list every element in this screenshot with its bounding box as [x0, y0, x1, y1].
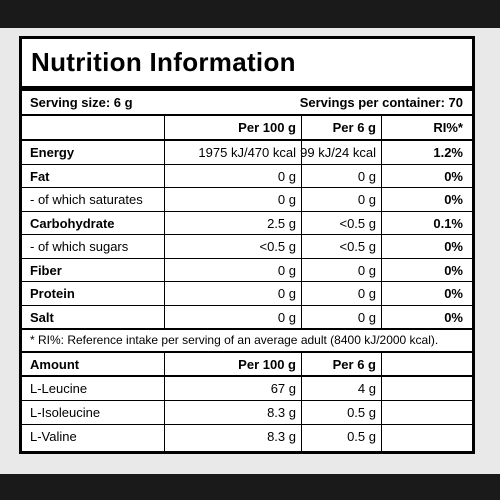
nutrient-per100: 2.5 g: [267, 216, 296, 231]
nutrient-name: Energy: [30, 145, 75, 160]
nutrient-rule: [22, 164, 472, 165]
column-header-row: Per 100 g Per 6 g RI%*: [22, 116, 472, 139]
nutrient-name: Fat: [30, 169, 50, 184]
amino-per6: 0.5 g: [347, 405, 376, 420]
nutrient-name: Fiber: [30, 263, 62, 278]
footnote-rule: [22, 351, 472, 353]
nutrient-ri: 0%: [444, 169, 463, 184]
nutrient-row-fat: Fat 0 g 0 g 0%: [22, 165, 472, 188]
amino-name: L-Leucine: [30, 381, 88, 396]
nutrient-rule: [22, 258, 472, 259]
nutrient-name: Carbohydrate: [30, 216, 115, 231]
nutrient-name: Protein: [30, 286, 75, 301]
nutrient-name: - of which saturates: [30, 192, 143, 207]
nutrient-ri: 0%: [444, 239, 463, 254]
nutrient-per100: 0 g: [277, 263, 296, 278]
amino-name: L-Isoleucine: [30, 405, 101, 420]
nutrient-ri: 0%: [444, 310, 463, 325]
nutrient-rule: [22, 211, 472, 212]
nutrient-row-fiber: Fiber 0 g 0 g 0%: [22, 259, 472, 282]
nutrient-rule: [22, 305, 472, 306]
amino-name: L-Valine: [30, 429, 77, 444]
nutrient-per6: 0 g: [357, 192, 376, 207]
nutrient-per6: 0 g: [357, 310, 376, 325]
column-divider: [301, 353, 302, 451]
amino-per100: 8.3 g: [267, 405, 296, 420]
nutrient-rule: [22, 187, 472, 188]
nutrient-row-of-which-sugars: - of which sugars <0.5 g <0.5 g 0%: [22, 235, 472, 258]
nutrient-per6: 0 g: [357, 286, 376, 301]
nutrient-per6: 99 kJ/24 kcal: [300, 145, 376, 160]
nutrient-rule: [22, 328, 472, 330]
nutrient-name: - of which sugars: [30, 239, 129, 254]
col-ri-header: RI%*: [433, 120, 463, 135]
nutrient-row-salt: Salt 0 g 0 g 0%: [22, 306, 472, 329]
title-rule: [22, 86, 472, 91]
servings-per-container: Servings per container: 70: [299, 95, 463, 110]
amino-row-l-valine: L-Valine 8.3 g 0.5 g: [22, 425, 472, 448]
nutrient-rule: [22, 234, 472, 235]
nutrient-per100: 0 g: [277, 286, 296, 301]
column-divider: [164, 116, 165, 329]
column-divider: [301, 116, 302, 329]
column-divider: [164, 353, 165, 451]
column-divider: [381, 116, 382, 329]
nutrition-label: Nutrition Information Serving size: 6 g …: [19, 36, 475, 454]
amino-row-l-leucine: L-Leucine 67 g 4 g: [22, 377, 472, 400]
amino-rule: [22, 424, 472, 425]
amino-row-l-isoleucine: L-Isoleucine 8.3 g 0.5 g: [22, 401, 472, 424]
nutrient-per100: 1975 kJ/470 kcal: [198, 145, 296, 160]
label-title: Nutrition Information: [31, 47, 296, 77]
col-per6-header: Per 6 g: [332, 120, 376, 135]
nutrient-ri: 0%: [444, 263, 463, 278]
amount-per100-header: Per 100 g: [238, 357, 296, 372]
nutrient-ri: 0%: [444, 286, 463, 301]
serving-size: Serving size: 6 g: [30, 95, 133, 110]
nutrient-per100: 0 g: [277, 310, 296, 325]
amount-header: Amount: [30, 357, 80, 372]
amino-per6: 4 g: [357, 381, 376, 396]
footnote-row: * RI%: Reference intake per serving of a…: [22, 329, 472, 352]
nutrient-row-protein: Protein 0 g 0 g 0%: [22, 282, 472, 305]
footnote: * RI%: Reference intake per serving of a…: [30, 333, 439, 347]
nutrient-per6: <0.5 g: [339, 239, 376, 254]
nutrient-per6: 0 g: [357, 263, 376, 278]
nutrient-per100: 0 g: [277, 169, 296, 184]
nutrient-ri: 0%: [444, 192, 463, 207]
nutrient-row-carbohydrate: Carbohydrate 2.5 g <0.5 g 0.1%: [22, 212, 472, 235]
col-per100-header: Per 100 g: [238, 120, 296, 135]
nutrient-per100: <0.5 g: [259, 239, 296, 254]
nutrient-per6: <0.5 g: [339, 216, 376, 231]
serving-rule: [22, 114, 472, 116]
amino-per6: 0.5 g: [347, 429, 376, 444]
amino-per100: 67 g: [270, 381, 296, 396]
amino-per100: 8.3 g: [267, 429, 296, 444]
amount-per6-header: Per 6 g: [332, 357, 376, 372]
amount-header-rule: [22, 375, 472, 377]
header-rule: [22, 139, 472, 141]
nutrient-ri: 0.1%: [433, 216, 463, 231]
nutrient-row-energy: Energy 1975 kJ/470 kcal 99 kJ/24 kcal 1.2%: [22, 141, 472, 164]
column-divider: [381, 353, 382, 451]
amount-header-row: Amount Per 100 g Per 6 g: [22, 353, 472, 376]
serving-row: Serving size: 6 g Servings per container…: [22, 91, 472, 114]
nutrient-per100: 0 g: [277, 192, 296, 207]
amino-rule: [22, 400, 472, 401]
nutrient-ri: 1.2%: [433, 145, 463, 160]
nutrient-rule: [22, 281, 472, 282]
nutrient-name: Salt: [30, 310, 54, 325]
nutrient-row-of-which-saturates: - of which saturates 0 g 0 g 0%: [22, 188, 472, 211]
nutrient-per6: 0 g: [357, 169, 376, 184]
